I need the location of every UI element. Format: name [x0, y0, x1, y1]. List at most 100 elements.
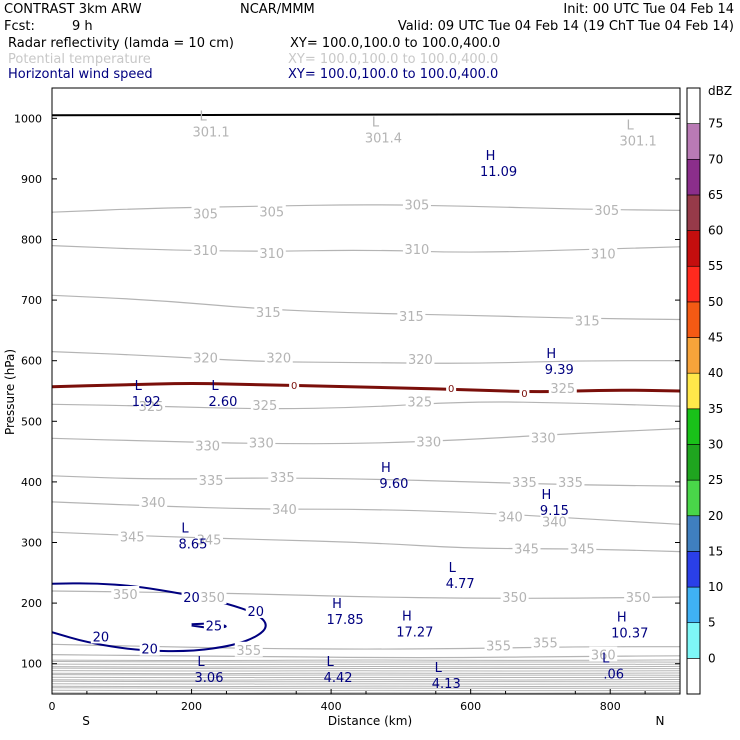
zero-dbz-label: 0	[291, 381, 297, 392]
extremum-low: L3.06	[195, 655, 224, 686]
contour-labels: 305 305 305 305 310 310 310 310 315 315 315 320 320 3…	[90, 196, 653, 664]
theta-label-bg	[397, 307, 426, 323]
theta-label-bg	[592, 201, 621, 217]
colorbar-level-label: 20	[708, 509, 723, 523]
extremum-value: 1.92	[132, 395, 161, 410]
theta-label: 325	[252, 399, 277, 414]
colorbar-level-label: 75	[708, 117, 723, 131]
theta-label: 355	[486, 640, 511, 655]
extremum-value: 11.09	[480, 165, 517, 180]
colorbar-swatch	[686, 551, 701, 588]
x-axis-title: Distance (km)	[328, 714, 412, 728]
theta-label-bg	[118, 528, 147, 544]
theta-label-bg	[402, 241, 431, 257]
wind-label-bg	[139, 640, 160, 656]
x-axis: 0 200 400 600 800	[49, 689, 646, 713]
center-name: NCAR/MMM	[240, 2, 315, 17]
theta-contour-350	[52, 590, 680, 599]
extremum-value: 9.39	[545, 363, 574, 378]
theta-label: 310	[591, 247, 616, 262]
theta-label: 325	[407, 395, 432, 410]
theta-label: 305	[405, 198, 430, 213]
theta-label: 325	[139, 400, 164, 415]
extremum-value: 301.1	[620, 134, 657, 149]
theta-label-bg	[111, 586, 140, 602]
extremum-type: L	[372, 115, 380, 130]
extremum-low: L8.65	[178, 521, 207, 552]
extremum-value: 9.15	[540, 504, 569, 519]
theta-label: 345	[197, 533, 222, 548]
theta-label-bg	[139, 493, 168, 509]
x-tick-label: 600	[460, 700, 481, 713]
extremum-type: H	[332, 597, 342, 612]
theta-label-bg	[568, 540, 597, 556]
colorbar-level-label: 10	[708, 580, 723, 594]
theta-label-bg	[402, 196, 431, 212]
theta-label-bg	[191, 205, 220, 221]
extremum-type: H	[402, 609, 412, 624]
field-xy-wind: XY= 100.0,100.0 to 100.0,400.0	[288, 67, 498, 82]
colorbar-level-label: 0	[708, 651, 716, 665]
theta-label: 330	[531, 432, 556, 447]
extremum-value: 301.4	[365, 131, 402, 146]
extremum-low: L1.92	[132, 379, 161, 410]
theta-contours	[52, 204, 680, 659]
colorbar-swatch	[686, 123, 701, 160]
strat-theta-line	[52, 679, 680, 681]
y-tick-label: 800	[21, 234, 42, 247]
extremum-low: L4.77	[446, 561, 475, 592]
theta-label: 305	[594, 204, 619, 219]
theta-label: 330	[249, 437, 274, 452]
extremum-value: 17.27	[396, 625, 433, 640]
theta-label-bg	[531, 634, 560, 650]
extremum-value: 4.77	[446, 577, 475, 592]
strat-theta-line	[52, 687, 680, 689]
theta-label: 320	[408, 353, 433, 368]
theta-label-bg	[414, 433, 443, 449]
theta-label: 345	[514, 543, 539, 558]
theta-label-bg	[250, 396, 279, 412]
y-tick-label: 400	[21, 476, 42, 489]
extremum-high: H10.37	[611, 611, 648, 642]
extremum-value: 10.37	[611, 627, 648, 642]
theta-label: 335	[270, 471, 295, 486]
y-tick-label: 700	[21, 294, 42, 307]
extremum-type: L	[199, 109, 207, 124]
theta-label: 340	[141, 496, 166, 511]
colorbar-swatch	[686, 301, 701, 338]
colorbar-level-label: 60	[708, 224, 723, 238]
theta-label: 330	[416, 435, 441, 450]
strat-theta-line	[52, 661, 680, 663]
theta-label-bg	[254, 304, 283, 320]
colorbar-level-label: 40	[708, 366, 723, 380]
colorbar-level-label: 15	[708, 544, 723, 558]
extremum-high: H9.60	[379, 461, 408, 492]
field-xy-theta: XY= 100.0,100.0 to 100.0,400.0	[288, 52, 498, 67]
theta-label: 305	[193, 207, 218, 222]
theta-label-bg	[270, 501, 299, 517]
extremum-value: 4.13	[432, 677, 461, 692]
extremum-low: L4.42	[324, 655, 353, 686]
theta-contour-305	[52, 204, 680, 213]
zero-dbz-label: 0	[521, 389, 527, 400]
extremum-value: 4.42	[324, 671, 353, 686]
zero-dbz-contour	[52, 382, 680, 394]
colorbar-swatch	[686, 515, 701, 552]
strat-theta-line	[52, 672, 680, 675]
theta-label: 315	[399, 310, 424, 325]
extremum-type: L	[435, 661, 443, 676]
theta-contour-330	[52, 428, 680, 445]
wind-label: 20	[141, 643, 158, 658]
extremum-type: L	[197, 655, 205, 670]
colorbar-level-label: 35	[708, 402, 723, 416]
theta-label-bg	[529, 429, 558, 445]
model-title: CONTRAST 3km ARW	[4, 2, 142, 17]
y-tick-label: 300	[21, 537, 42, 550]
y-tick-label: 900	[21, 173, 42, 186]
colorbar-swatch	[686, 586, 701, 624]
extremum-value: 8.65	[178, 537, 207, 552]
theta-label: 350	[200, 591, 225, 606]
